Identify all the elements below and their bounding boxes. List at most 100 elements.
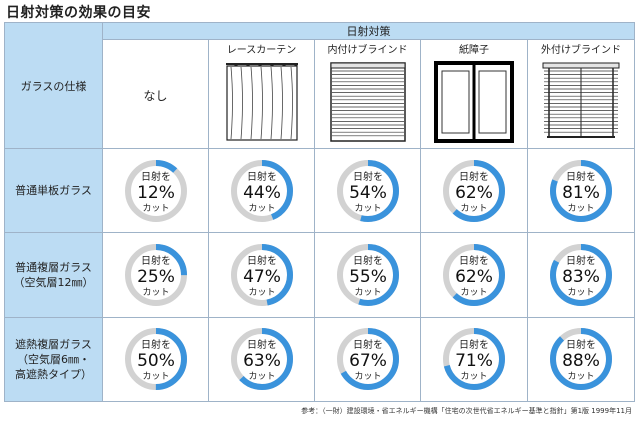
- cut-rate-cell: 日射を 81% カット: [527, 147, 635, 234]
- cut-rate-percent: 44%: [243, 183, 281, 203]
- glass-type-label-line: 遮熱複層ガラス: [15, 337, 92, 351]
- ring-progress-arc: [230, 243, 293, 306]
- cut-rate-bottom-text: カット: [460, 203, 487, 214]
- cut-rate-percent: 71%: [455, 351, 493, 371]
- cut-rate-bottom-text: カット: [567, 203, 594, 214]
- cut-rate-percent: 67%: [349, 351, 387, 371]
- cut-rate-bottom-text: カット: [460, 371, 487, 382]
- effect-table: ガラスの仕様 日射対策 なし レースカーテン 内付けブラインド 紙障子 外付けブラインド…: [4, 22, 635, 403]
- ring-progress-arc: [230, 159, 293, 222]
- measure-name: なし: [143, 88, 168, 103]
- measure-column-header: レースカーテン: [208, 39, 315, 149]
- cut-rate-cell: 日射を 44% カット: [208, 147, 315, 234]
- table-row: 普通複層ガラス （空気層12㎜） 日射を 25% カット 日射を 47% カット 日射を 55% カ…: [4, 232, 635, 318]
- glass-type-label-line: 普通単板ガラス: [15, 184, 92, 198]
- cut-rate-top-text: 日射を: [459, 339, 489, 351]
- cut-rate-cell: 日射を 25% カット: [102, 232, 209, 318]
- cut-rate-top-text: 日射を: [353, 171, 383, 183]
- ring-progress-arc: [124, 159, 187, 222]
- ring-progress-arc: [336, 328, 399, 391]
- measure-column-header: 紙障子: [420, 39, 528, 149]
- cut-rate-percent: 83%: [562, 267, 600, 287]
- cut-rate-cell: 日射を 54% カット: [314, 147, 421, 234]
- cut-rate-top-text: 日射を: [141, 255, 171, 267]
- ring-progress-arc: [443, 243, 505, 306]
- cut-rate-top-text: 日射を: [141, 339, 171, 351]
- measure-column-header: 内付けブラインド: [314, 39, 421, 149]
- table-row: 普通単板ガラス 日射を 12% カット 日射を 44% カット 日射を 54% カット 日射を 62%…: [4, 147, 635, 234]
- measure-name: 外付けブラインド: [541, 45, 621, 56]
- cut-rate-percent: 55%: [349, 267, 387, 287]
- measure-name: レースカーテン: [226, 45, 297, 56]
- cut-rate-cell: 日射を 50% カット: [102, 316, 209, 403]
- cut-rate-top-text: 日射を: [459, 171, 489, 183]
- cut-rate-cell: 日射を 62% カット: [420, 232, 528, 318]
- ring-progress-arc: [230, 328, 293, 391]
- cut-rate-percent: 81%: [562, 183, 600, 203]
- cut-rate-percent: 62%: [455, 267, 493, 287]
- cut-rate-bottom-text: カット: [142, 287, 169, 298]
- measure-name: 内付けブラインド: [327, 45, 408, 56]
- ring-progress-arc: [443, 328, 505, 391]
- cut-rate-bottom-text: カット: [248, 287, 275, 298]
- cut-rate-percent: 54%: [349, 183, 387, 203]
- measure-name: 紙障子: [459, 45, 489, 56]
- ring-progress-arc: [550, 328, 612, 391]
- cut-rate-percent: 50%: [137, 351, 175, 371]
- cut-rate-bottom-text: カット: [248, 371, 275, 382]
- cut-rate-bottom-text: カット: [354, 287, 381, 298]
- cut-rate-top-text: 日射を: [353, 339, 383, 351]
- cut-rate-cell: 日射を 62% カット: [420, 147, 528, 234]
- cut-rate-percent: 88%: [562, 351, 600, 371]
- measure-column-header: なし: [102, 39, 209, 149]
- cut-rate-top-text: 日射を: [141, 171, 171, 183]
- cut-rate-bottom-text: カット: [142, 203, 169, 214]
- cut-rate-cell: 日射を 47% カット: [208, 232, 315, 318]
- source-note: 参考：（一財）建設環境・省エネルギー機構「住宅の次世代省エネルギー基準と指針」第…: [301, 407, 632, 415]
- cut-rate-percent: 63%: [243, 351, 281, 371]
- cut-rate-top-text: 日射を: [566, 171, 596, 183]
- cut-rate-percent: 12%: [137, 183, 175, 203]
- glass-type-label-line: 高遮熱タイプ）: [15, 367, 92, 381]
- glass-type-label-line: 普通複層ガラス: [15, 260, 92, 274]
- cut-rate-cell: 日射を 83% カット: [527, 232, 635, 318]
- cut-rate-bottom-text: カット: [248, 203, 275, 214]
- glass-type-label: 遮熱複層ガラス （空気層6㎜・ 高遮熱タイプ）: [4, 316, 103, 403]
- cut-rate-bottom-text: カット: [460, 287, 487, 298]
- cut-rate-bottom-text: カット: [142, 371, 169, 382]
- glass-spec-header: ガラスの仕様: [4, 22, 103, 149]
- interior-blind-icon: [329, 62, 406, 142]
- cut-rate-bottom-text: カット: [354, 371, 381, 382]
- cut-rate-top-text: 日射を: [353, 255, 383, 267]
- table-row: 遮熱複層ガラス （空気層6㎜・ 高遮熱タイプ） 日射を 50% カット 日射を 63% カット日…: [4, 316, 635, 403]
- cut-rate-bottom-text: カット: [567, 371, 594, 382]
- ring-progress-arc: [336, 243, 399, 306]
- glass-type-label: 普通単板ガラス: [4, 147, 103, 234]
- ring-progress-arc: [550, 159, 612, 222]
- ring-progress-arc: [443, 159, 505, 222]
- ring-progress-arc: [550, 243, 612, 306]
- solar-measures-header: 日射対策: [102, 22, 635, 40]
- cut-rate-cell: 日射を 63% カット: [208, 316, 315, 403]
- cut-rate-top-text: 日射を: [459, 255, 489, 267]
- exterior-blind-icon: [542, 62, 620, 138]
- cut-rate-percent: 25%: [137, 267, 175, 287]
- cut-rate-percent: 47%: [243, 267, 281, 287]
- cut-rate-bottom-text: カット: [567, 287, 594, 298]
- shoji-icon: [434, 61, 514, 143]
- lace-curtain-icon: [225, 63, 298, 141]
- page-title: 日射対策の効果の目安: [6, 5, 151, 21]
- measure-column-header: 外付けブラインド: [527, 39, 635, 149]
- cut-rate-cell: 日射を 71% カット: [420, 316, 528, 403]
